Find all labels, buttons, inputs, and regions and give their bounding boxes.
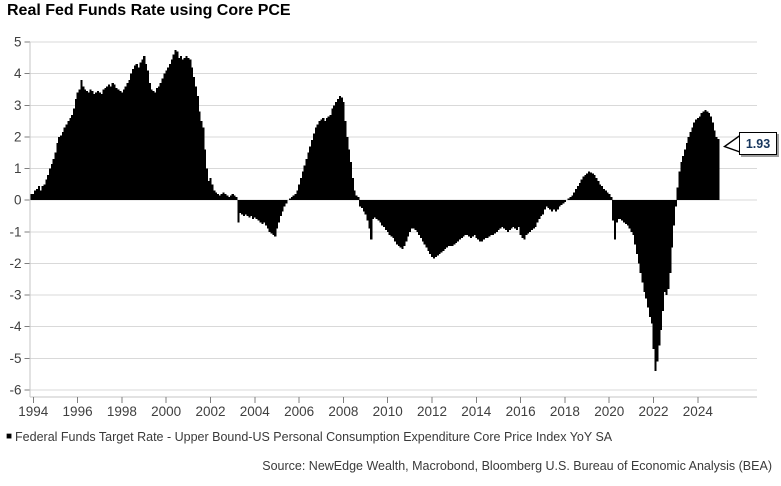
legend-square-icon: ■ [6,431,13,442]
svg-text:-1: -1 [9,224,21,239]
bars-series [30,49,720,372]
svg-text:-3: -3 [9,288,21,303]
svg-text:-5: -5 [9,351,21,366]
svg-text:5: 5 [14,35,22,50]
svg-text:2016: 2016 [506,404,536,419]
svg-text:2020: 2020 [594,404,624,419]
svg-text:2004: 2004 [240,404,271,419]
svg-text:-2: -2 [9,256,21,271]
svg-text:2018: 2018 [550,404,580,419]
svg-text:4: 4 [14,66,22,81]
x-axis-labels: 1994 1996 1998 2000 2002 2004 2006 2008 2010 2012… [18,404,713,419]
svg-text:2012: 2012 [417,404,447,419]
svg-text:2022: 2022 [639,404,669,419]
svg-text:2000: 2000 [151,404,181,419]
svg-text:2008: 2008 [328,404,358,419]
svg-text:1: 1 [14,161,22,176]
svg-text:0: 0 [14,193,22,208]
callout-arrow-icon [722,134,741,153]
last-value-callout: 1.93 [739,132,777,155]
svg-text:1996: 1996 [63,404,93,419]
legend: ■ Federal Funds Target Rate - Upper Boun… [6,430,612,444]
chart-title: Real Fed Funds Rate using Core PCE [7,2,291,19]
last-value-label: 1.93 [745,136,771,151]
source-note: Source: NewEdge Wealth, Macrobond, Bloom… [262,459,772,473]
svg-text:2002: 2002 [195,404,225,419]
legend-label: Federal Funds Target Rate - Upper Bound-… [15,430,613,444]
svg-text:2014: 2014 [461,404,492,419]
svg-text:2006: 2006 [284,404,314,419]
svg-text:-4: -4 [9,319,21,334]
svg-text:2010: 2010 [373,404,403,419]
svg-text:1994: 1994 [18,404,49,419]
x-axis-ticks [32,397,699,403]
svg-text:2024: 2024 [683,404,714,419]
y-axis-labels: 5 4 3 2 1 0 -1 -2 -3 -4 -5 -6 [9,35,22,398]
svg-text:2: 2 [14,129,22,144]
svg-text:-6: -6 [9,383,21,398]
plot-border [29,42,757,398]
svg-text:1998: 1998 [107,404,137,419]
svg-text:3: 3 [14,98,22,113]
